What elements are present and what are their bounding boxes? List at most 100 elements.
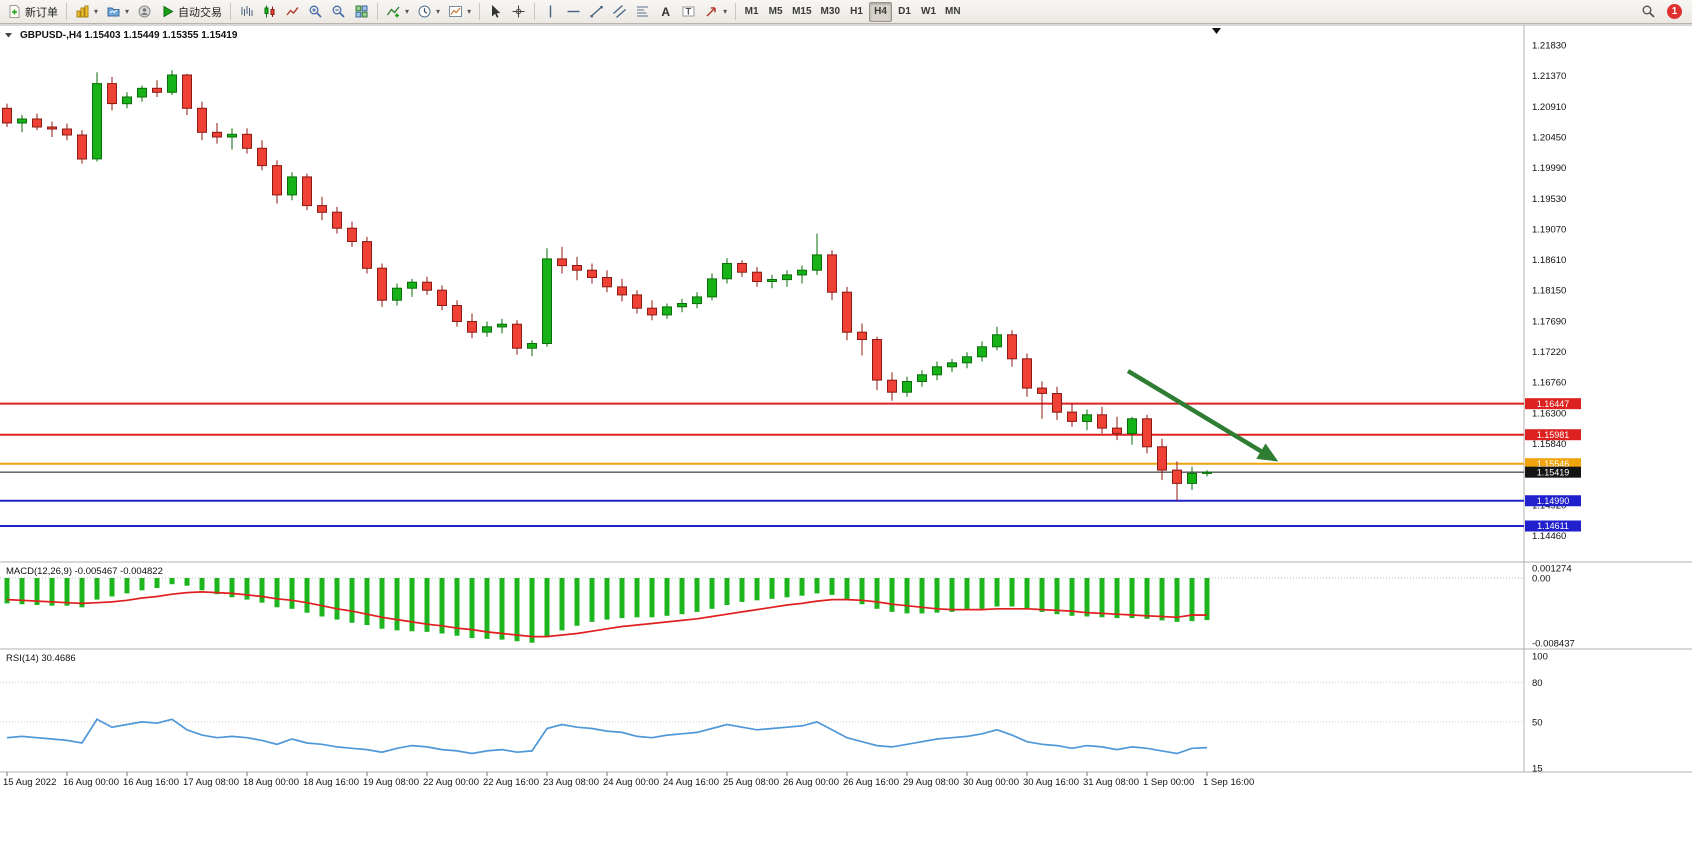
time-axis-label: 1 Sep 16:00 (1203, 777, 1254, 788)
time-axis-label: 26 Aug 00:00 (783, 777, 839, 788)
chevron-down-icon: ▾ (94, 7, 99, 16)
zoom-out-icon (332, 5, 345, 18)
community-icon (138, 5, 151, 18)
rsi-axis-label: 80 (1532, 678, 1543, 689)
timeframe-button-m15[interactable]: M15 (788, 2, 815, 22)
templates-icon (449, 6, 463, 17)
timeframe-button-m30[interactable]: M30 (817, 2, 844, 22)
time-axis-label: 22 Aug 00:00 (423, 777, 479, 788)
timeframe-button-d1[interactable]: D1 (893, 2, 916, 22)
main-toolbar: 新订单 ▾ ▾ 自动交易 (0, 0, 1692, 24)
time-axis-label: 16 Aug 00:00 (63, 777, 119, 788)
rsi-line (6, 718, 1208, 755)
macd-axis-label: 0.00 (1532, 574, 1551, 585)
price-axis-tick: 1.15840 (1532, 439, 1566, 450)
algo-trading-label: 自动交易 (178, 6, 223, 19)
indicators-button[interactable]: ▾ (382, 2, 413, 22)
new-chart-button[interactable]: ▾ (71, 2, 102, 22)
community-button[interactable] (133, 2, 156, 22)
profiles-button[interactable]: ▾ (102, 2, 133, 22)
time-axis-label: 18 Aug 00:00 (243, 777, 299, 788)
notification-badge[interactable]: 1 (1667, 4, 1682, 19)
trend-arrow-annotation (1126, 369, 1279, 462)
price-label-box (1525, 458, 1581, 470)
crosshair-icon (512, 5, 525, 18)
channel-tool-button[interactable] (608, 2, 631, 22)
price-label-box (1525, 495, 1581, 507)
text-tool-button[interactable]: A (654, 2, 677, 22)
fibonacci-tool-button[interactable] (631, 2, 654, 22)
indicators-icon (387, 6, 400, 18)
toolbar-separator (735, 3, 737, 20)
time-axis-label: 30 Aug 16:00 (1023, 777, 1079, 788)
time-axis-label: 26 Aug 16:00 (843, 777, 899, 788)
candles-layer (2, 70, 1212, 501)
timeframe-button-h4[interactable]: H4 (869, 1, 892, 22)
candlestick-icon (264, 5, 275, 18)
timeframe-button-m5[interactable]: M5 (764, 2, 787, 22)
crosshair-tool-button[interactable] (507, 2, 530, 22)
toolbar-separator (479, 3, 481, 20)
time-axis-label: 16 Aug 16:00 (123, 777, 179, 788)
algo-trading-play-icon (163, 5, 174, 18)
new-chart-icon (76, 5, 89, 18)
time-axis-label: 17 Aug 08:00 (183, 777, 239, 788)
trendline-icon (590, 6, 603, 18)
toolbar-right-group: 1 (1637, 2, 1689, 22)
macd-axis-label: -0.008437 (1532, 639, 1575, 650)
timeframe-button-w1[interactable]: W1 (917, 2, 940, 22)
periods-button[interactable]: ▾ (413, 2, 444, 22)
vertical-line-tool-button[interactable] (539, 2, 562, 22)
horizontal-line-icon (567, 10, 580, 13)
time-axis-label: 15 Aug 2022 (3, 777, 56, 788)
label-icon: T (682, 6, 695, 17)
price-label-box (1525, 429, 1581, 441)
algo-trading-button[interactable]: 自动交易 (156, 2, 226, 22)
bar-chart-icon (241, 6, 253, 16)
chevron-down-icon: ▾ (125, 7, 130, 16)
search-icon (1642, 5, 1655, 18)
zoom-out-button[interactable] (327, 2, 350, 22)
time-axis-label: 19 Aug 08:00 (363, 777, 419, 788)
tile-windows-button[interactable] (350, 2, 373, 22)
clock-icon (418, 5, 431, 18)
time-axis-label: 23 Aug 08:00 (543, 777, 599, 788)
rsi-axis-label: 50 (1532, 717, 1543, 728)
timeframe-button-m1[interactable]: M1 (740, 2, 763, 22)
rsi-axis-label: 15 (1532, 764, 1543, 775)
search-button[interactable] (1637, 2, 1660, 22)
timeframe-button-mn[interactable]: MN (941, 2, 965, 22)
arrows-tool-button[interactable]: ▾ (700, 2, 731, 22)
line-chart-mode-button[interactable] (281, 2, 304, 22)
toolbar-separator (377, 3, 379, 20)
price-axis-tick: 1.21370 (1532, 71, 1566, 82)
bar-chart-mode-button[interactable] (235, 2, 258, 22)
templates-button[interactable]: ▾ (444, 2, 475, 22)
candlestick-mode-button[interactable] (258, 2, 281, 22)
scroll-to-end-marker-icon (1212, 28, 1221, 34)
price-label: 1.14990 (1537, 496, 1570, 506)
vertical-line-icon (549, 5, 552, 18)
toolbar-separator (66, 3, 67, 20)
new-order-button[interactable]: 新订单 (3, 2, 62, 22)
time-axis-label: 24 Aug 16:00 (663, 777, 719, 788)
chart-title: GBPUSD-,H4 1.15403 1.15449 1.15355 1.154… (20, 30, 238, 41)
label-tool-button[interactable]: T (677, 2, 700, 22)
price-axis-tick: 1.17690 (1532, 316, 1566, 327)
macd-signal-line (6, 591, 1208, 638)
chart-menu-icon (5, 33, 12, 38)
price-label-box (1525, 398, 1581, 410)
line-chart-icon (286, 7, 299, 16)
trendline-tool-button[interactable] (585, 2, 608, 22)
price-axis-tick: 1.20910 (1532, 102, 1566, 113)
timeframe-button-h1[interactable]: H1 (845, 2, 868, 22)
cursor-tool-button[interactable] (484, 2, 507, 22)
price-chart-canvas[interactable]: 1.21830 1.21370 1.20910 1.20450 1.19990 1.195… (0, 24, 1692, 846)
zoom-in-button[interactable] (304, 2, 327, 22)
time-axis-label: 29 Aug 08:00 (903, 777, 959, 788)
chart-area: 1.21830 1.21370 1.20910 1.20450 1.19990 1.195… (0, 24, 1692, 846)
horizontal-line-tool-button[interactable] (562, 2, 585, 22)
price-axis-tick: 1.18150 (1532, 286, 1566, 297)
time-axis-label: 22 Aug 16:00 (483, 777, 539, 788)
price-axis-tick: 1.21830 (1532, 41, 1566, 52)
